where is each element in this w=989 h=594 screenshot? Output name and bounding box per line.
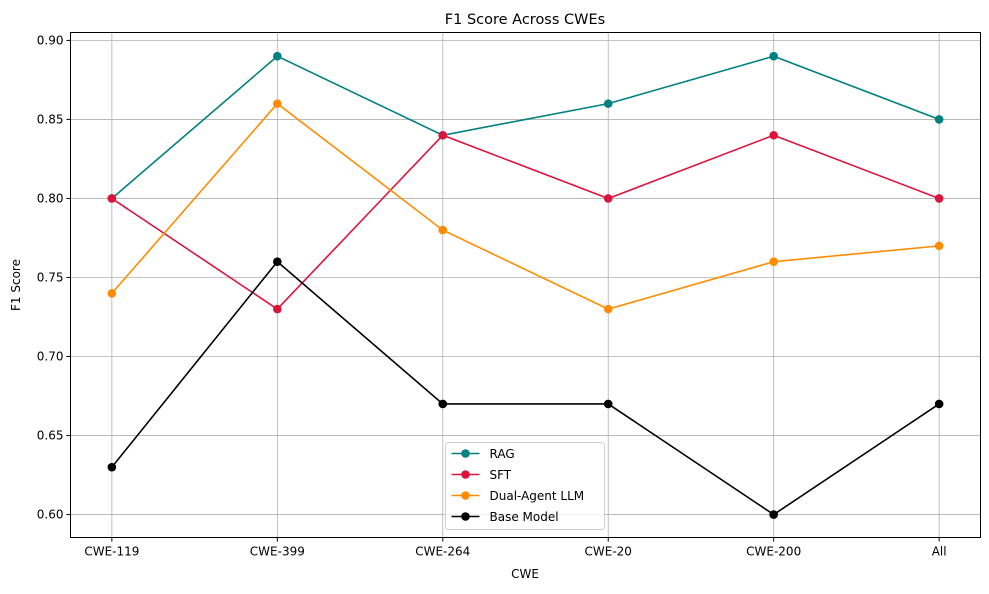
legend-marker [461,449,470,458]
data-point [603,399,613,409]
data-point [107,288,117,298]
plot-area-frame [70,32,981,538]
y-axis-label: F1 Score [9,259,23,311]
x-tick-label: CWE-264 [415,545,470,559]
data-point [934,399,944,409]
legend-marker [461,512,470,521]
series-line [111,102,940,310]
legend-marker [461,470,470,479]
data-point [438,399,448,409]
data-point [769,257,778,266]
x-tick-label: CWE-119 [84,545,139,559]
x-tick-label: All [932,545,947,559]
legend-label: Base Model [490,510,559,524]
legend-item: Dual-Agent LLM [451,489,585,503]
y-tick-label: 0.60 [37,508,64,522]
series-line [111,55,940,200]
x-axis-label: CWE [511,567,539,581]
series-dual-agent-llm [107,99,944,314]
data-point [769,130,778,140]
legend-item: RAG [451,447,515,461]
data-point [934,115,944,124]
data-point [603,99,613,108]
chart-title: F1 Score Across CWEs [445,12,605,28]
x-axis: CWE-119 CWE-399 CWE-264 CWE-20 CWE-200 All [84,537,947,559]
data-point [107,194,117,203]
y-tick-label: 0.90 [37,33,64,47]
data-point [769,51,778,61]
data-point [273,304,282,314]
series-line [111,134,940,311]
series-line [111,260,940,516]
data-point [438,225,448,235]
legend-item: SFT [451,468,512,482]
x-tick-label: CWE-399 [250,545,305,559]
legend-box [445,442,605,530]
data-point [603,304,613,314]
data-point [934,241,944,251]
legend-marker [461,491,470,500]
legend-label: SFT [490,468,512,482]
y-tick-label: 0.80 [37,191,64,205]
data-point [273,51,282,61]
data-point [273,257,282,266]
y-axis: 0.60 0.65 0.70 0.75 0.80 0.85 0.90 [37,33,71,522]
data-point [769,510,778,519]
data-point [438,130,448,140]
series-base-model [107,257,944,519]
y-tick-label: 0.75 [37,270,64,284]
series-group [107,51,944,519]
data-point [107,462,117,472]
series-sft [107,130,944,314]
data-point [934,194,944,203]
legend-label: Dual-Agent LLM [490,489,585,503]
y-tick-label: 0.70 [37,350,64,364]
data-point [273,99,282,108]
series-rag [107,51,944,203]
x-tick-label: CWE-200 [746,545,801,559]
data-point [603,194,613,203]
legend-label: RAG [490,447,515,461]
x-tick-label: CWE-20 [585,545,632,559]
y-tick-label: 0.65 [37,429,64,443]
legend: RAG SFT Dual-Agent LLM Base Model [445,442,605,530]
y-tick-label: 0.85 [37,112,64,126]
legend-item: Base Model [451,510,559,524]
